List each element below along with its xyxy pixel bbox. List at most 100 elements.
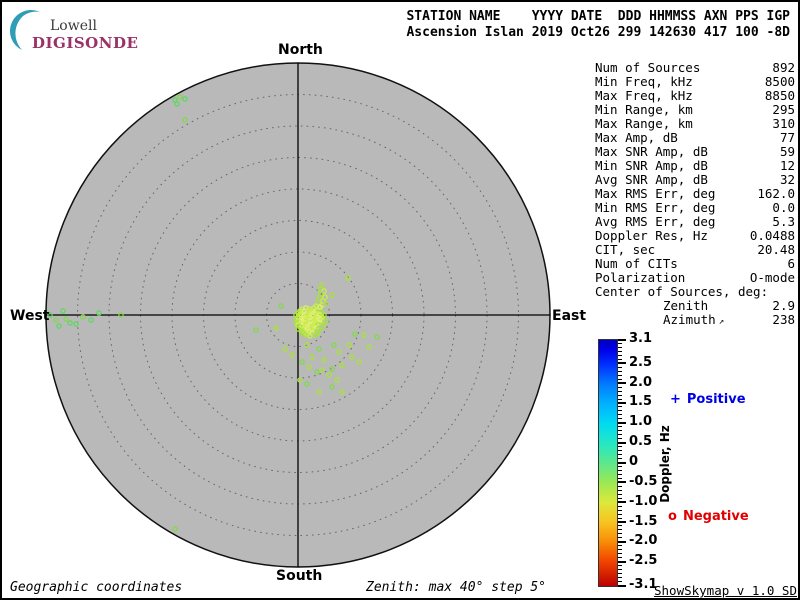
stats-value: 310 [772, 116, 795, 131]
negative-label: Negative [682, 509, 749, 524]
stats-label: Center of Sources, deg: [595, 284, 769, 299]
colorbar-minor-tick [618, 533, 622, 535]
header-columns-line: STATION NAME YYYY DATE DDD HHMMSS AXN PP… [406, 9, 790, 24]
stats-label: Min Freq, kHz [595, 74, 693, 89]
stats-label: Azimuth ↗ [663, 312, 725, 328]
colorbar-major-tick [618, 584, 626, 587]
stats-label: Max Range, km [595, 116, 693, 131]
source-point [319, 367, 325, 373]
stats-row: Polarization O-mode [595, 271, 795, 285]
colorbar-minor-tick [618, 406, 622, 408]
stats-row: Center of Sources, deg: [595, 285, 795, 299]
stats-value: 59 [779, 144, 795, 159]
source-point [63, 316, 69, 322]
source-point [314, 369, 320, 375]
colorbar-minor-tick [618, 573, 622, 575]
source-point [53, 317, 59, 323]
colorbar-minor-tick [618, 553, 622, 555]
colorbar-minor-tick [618, 525, 622, 527]
crescent-icon [10, 10, 40, 50]
source-point [172, 97, 178, 103]
source-point [329, 292, 335, 298]
source-point [352, 331, 358, 337]
colorbar-minor-tick [618, 517, 622, 519]
stats-value: 6 [787, 256, 795, 271]
west-label: West [10, 308, 50, 324]
stats-value: 238 [772, 312, 795, 327]
source-point [282, 346, 288, 352]
stats-value: 0.0 [772, 200, 795, 215]
colorbar-minor-tick [618, 454, 622, 456]
source-point [346, 342, 352, 348]
colorbar-major-tick [618, 401, 626, 404]
station-header: STATION NAME YYYY DATE DDD HHMMSS AXN PP… [406, 9, 790, 41]
stats-label: Max RMS Err, deg [595, 186, 716, 201]
colorbar-tick-label: -2.5 [629, 553, 658, 569]
stats-label: Min Range, km [595, 102, 693, 117]
colorbar-minor-tick [618, 469, 622, 471]
source-point [297, 377, 303, 383]
source-point [323, 301, 329, 307]
source-point [273, 325, 279, 331]
source-point [317, 286, 323, 292]
colorbar-minor-tick [618, 430, 622, 432]
source-point [56, 323, 62, 329]
colorbar-minor-tick [618, 509, 622, 511]
logo-lowell-text: Lowell [50, 18, 97, 34]
colorbar-minor-tick [618, 458, 622, 460]
positive-label: Positive [686, 392, 746, 407]
stats-label: Num of Sources [595, 60, 701, 75]
stats-label: Num of CITs [595, 256, 678, 271]
stats-row: Num of Sources 892 [595, 61, 795, 75]
stats-value: 20.48 [757, 242, 795, 257]
stats-row: Doppler Res, Hz 0.0488 [595, 229, 795, 243]
colorbar-tick-label: 1.0 [629, 414, 653, 430]
lowell-digisonde-logo: Lowell DIGISONDE [10, 10, 140, 54]
colorbar-minor-tick [618, 438, 622, 440]
colorbar-minor-tick [618, 529, 622, 531]
source-point [177, 94, 183, 100]
colorbar-major-tick [618, 441, 626, 444]
stats-label: Min RMS Err, deg [595, 200, 716, 215]
source-point [289, 352, 295, 358]
south-label: South [276, 568, 323, 584]
colorbar-minor-tick [618, 465, 622, 467]
stats-row: Max SNR Amp, dB 59 [595, 145, 795, 159]
colorbar-tick-label: -1.0 [629, 493, 658, 509]
colorbar-minor-tick [618, 477, 622, 479]
stats-label: Max Amp, dB [595, 130, 678, 145]
colorbar-major-tick [618, 540, 626, 543]
colorbar-tick-label: 0.5 [629, 434, 653, 450]
stats-row: Min Freq, kHz 8500 [595, 75, 795, 89]
colorbar-minor-tick [618, 370, 622, 372]
colorbar-tick-label: 0 [629, 454, 639, 469]
source-point [345, 275, 351, 281]
stats-row: Max Freq, kHz 8850 [595, 89, 795, 103]
source-point [182, 117, 188, 123]
logo-digisonde-text: DIGISONDE [32, 34, 139, 52]
stats-value: 295 [772, 102, 795, 117]
colorbar-minor-tick [618, 485, 622, 487]
source-point [318, 291, 324, 297]
stats-label: Avg RMS Err, deg [595, 214, 716, 229]
colorbar-major-tick [618, 521, 626, 524]
colorbar-minor-tick [618, 366, 622, 368]
colorbar-minor-tick [618, 581, 622, 583]
stats-row: Max Range, km 310 [595, 117, 795, 131]
doppler-colorbar: 3.1 2.5 2.0 1.5 1.0 0.5 0 -0.5 -1.0 -1.5 -2.0 -2.5 -… [598, 332, 798, 592]
colorbar-minor-tick [618, 537, 622, 539]
stats-value: 162.0 [757, 186, 795, 201]
source-point [331, 342, 337, 348]
colorbar-minor-tick [618, 394, 622, 396]
source-point [316, 295, 322, 301]
colorbar-minor-tick [618, 545, 622, 547]
source-point [304, 342, 310, 348]
east-label: East [552, 308, 587, 324]
colorbar-minor-tick [618, 374, 622, 376]
source-point [356, 359, 362, 365]
source-point [60, 308, 66, 314]
colorbar-minor-tick [618, 410, 622, 412]
stats-row: Min Range, km 295 [595, 103, 795, 117]
stats-label: Polarization [595, 270, 686, 285]
